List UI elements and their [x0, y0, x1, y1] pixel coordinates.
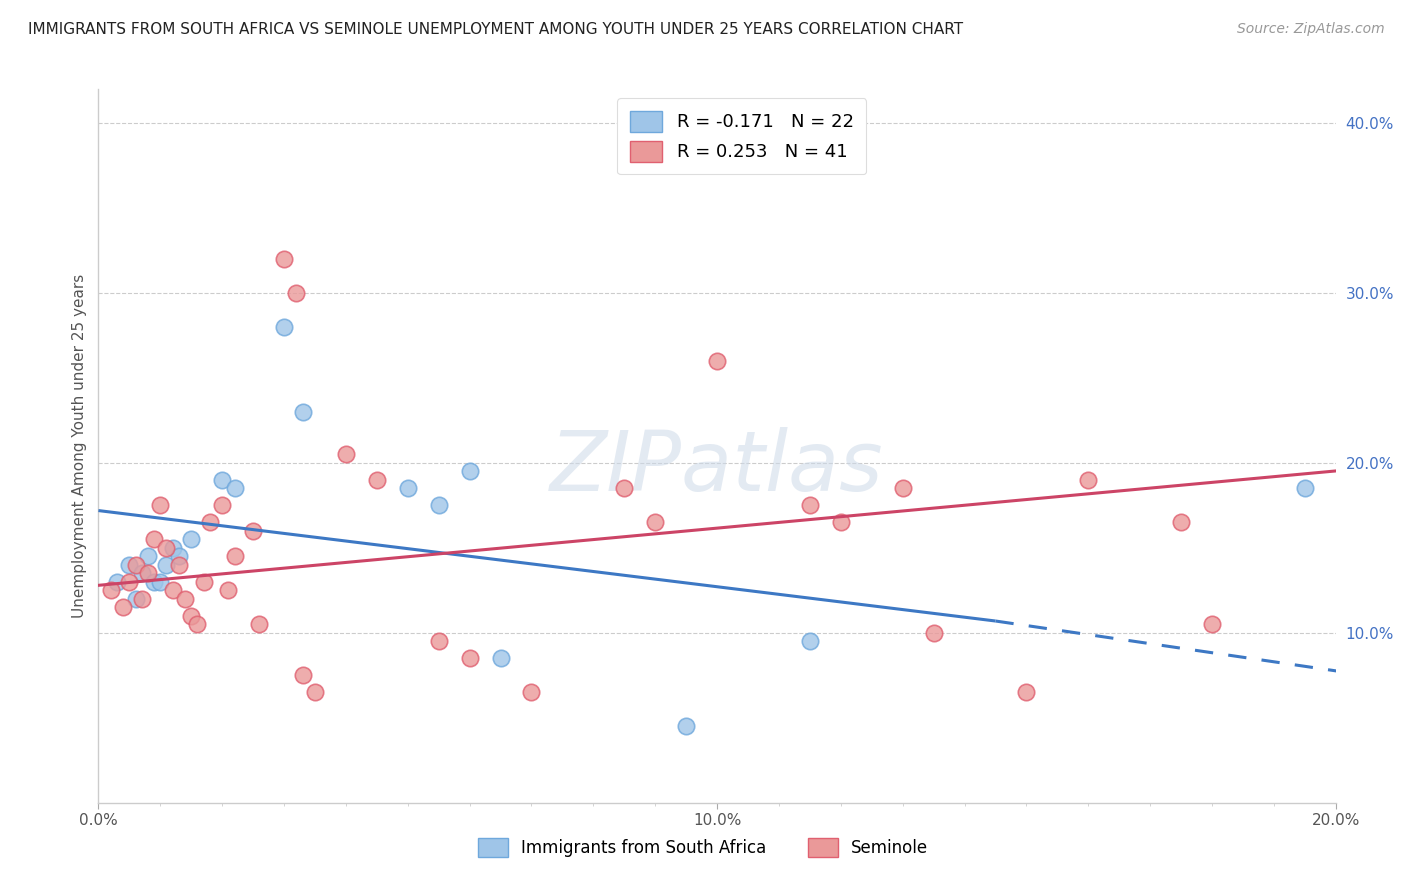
Point: [174, 591, 197, 606]
Point: [799, 499, 821, 513]
Point: [186, 617, 208, 632]
Point: [217, 583, 239, 598]
Point: [273, 320, 295, 334]
Point: [124, 558, 146, 572]
Point: [675, 719, 697, 733]
Point: [224, 482, 246, 496]
Point: [1294, 482, 1316, 496]
Point: [922, 626, 945, 640]
Y-axis label: Unemployment Among Youth under 25 years: Unemployment Among Youth under 25 years: [72, 274, 87, 618]
Point: [162, 583, 184, 598]
Point: [143, 574, 166, 589]
Point: [155, 558, 177, 572]
Point: [1015, 685, 1038, 699]
Point: [143, 533, 166, 547]
Point: [489, 651, 512, 665]
Point: [247, 617, 270, 632]
Text: ZIPatlas: ZIPatlas: [550, 427, 884, 508]
Point: [211, 473, 233, 487]
Point: [427, 634, 450, 648]
Point: [644, 516, 666, 530]
Point: [105, 574, 128, 589]
Point: [131, 591, 153, 606]
Point: [149, 499, 172, 513]
Point: [198, 516, 221, 530]
Point: [830, 516, 852, 530]
Point: [799, 634, 821, 648]
Point: [180, 533, 202, 547]
Point: [304, 685, 326, 699]
Legend: R = -0.171   N = 22, R = 0.253   N = 41: R = -0.171 N = 22, R = 0.253 N = 41: [617, 98, 866, 174]
Point: [131, 566, 153, 581]
Point: [291, 668, 314, 682]
Point: [458, 465, 481, 479]
Point: [149, 574, 172, 589]
Point: [458, 651, 481, 665]
Point: [112, 600, 135, 615]
Point: [193, 574, 215, 589]
Point: [136, 566, 159, 581]
Point: [613, 482, 636, 496]
Point: [118, 574, 141, 589]
Point: [124, 591, 146, 606]
Point: [100, 583, 122, 598]
Point: [291, 405, 314, 419]
Point: [118, 558, 141, 572]
Point: [167, 549, 190, 564]
Point: [520, 685, 543, 699]
Point: [136, 549, 159, 564]
Point: [1201, 617, 1223, 632]
Point: [396, 482, 419, 496]
Point: [706, 354, 728, 368]
Point: [211, 499, 233, 513]
Point: [1170, 516, 1192, 530]
Text: Source: ZipAtlas.com: Source: ZipAtlas.com: [1237, 22, 1385, 37]
Point: [167, 558, 190, 572]
Point: [891, 482, 914, 496]
Point: [242, 524, 264, 538]
Point: [427, 499, 450, 513]
Legend: Immigrants from South Africa, Seminole: Immigrants from South Africa, Seminole: [471, 831, 935, 864]
Point: [366, 473, 388, 487]
Point: [273, 252, 295, 266]
Point: [224, 549, 246, 564]
Point: [155, 541, 177, 555]
Point: [162, 541, 184, 555]
Text: IMMIGRANTS FROM SOUTH AFRICA VS SEMINOLE UNEMPLOYMENT AMONG YOUTH UNDER 25 YEARS: IMMIGRANTS FROM SOUTH AFRICA VS SEMINOLE…: [28, 22, 963, 37]
Point: [285, 286, 308, 301]
Point: [335, 448, 357, 462]
Point: [1077, 473, 1099, 487]
Point: [180, 608, 202, 623]
